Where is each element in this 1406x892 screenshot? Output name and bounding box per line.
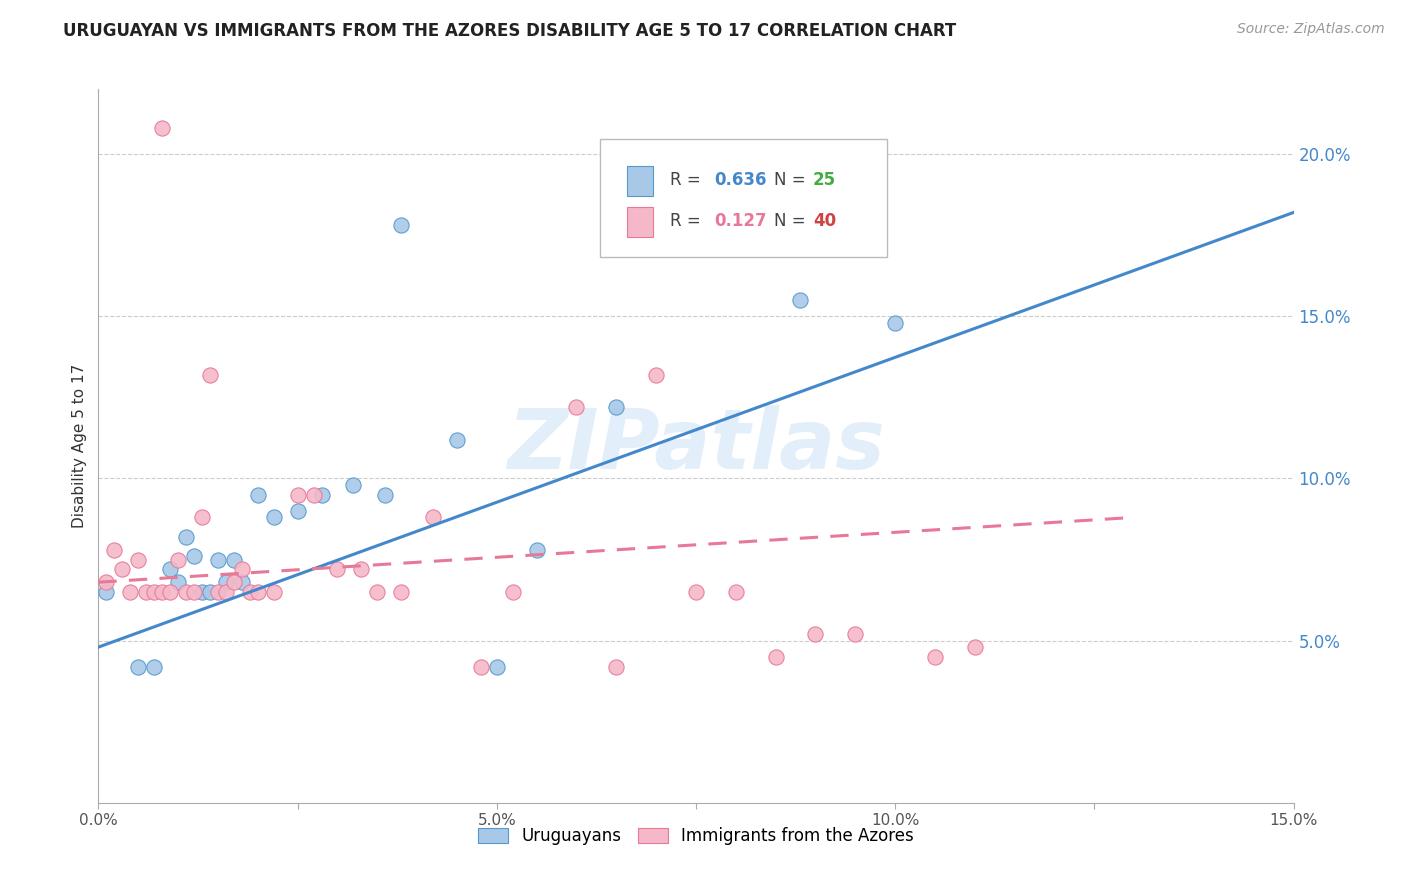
Point <box>191 510 214 524</box>
Point <box>167 552 190 566</box>
Point <box>605 659 627 673</box>
Text: URUGUAYAN VS IMMIGRANTS FROM THE AZORES DISABILITY AGE 5 TO 17 CORRELATION CHART: URUGUAYAN VS IMMIGRANTS FROM THE AZORES … <box>63 22 956 40</box>
Point <box>239 585 262 599</box>
Point <box>446 433 468 447</box>
Point <box>844 627 866 641</box>
Point <box>374 488 396 502</box>
Point <box>565 400 588 414</box>
Point <box>302 488 325 502</box>
Point <box>183 585 205 599</box>
Point <box>198 585 221 599</box>
Point <box>311 488 333 502</box>
Text: Source: ZipAtlas.com: Source: ZipAtlas.com <box>1237 22 1385 37</box>
Point <box>231 575 253 590</box>
Point <box>326 562 349 576</box>
Point <box>804 627 827 641</box>
Point <box>342 478 364 492</box>
Point <box>231 562 253 576</box>
Point <box>422 510 444 524</box>
Point <box>366 585 388 599</box>
FancyBboxPatch shape <box>600 139 887 257</box>
Point <box>127 552 149 566</box>
Point <box>246 585 269 599</box>
Point <box>167 575 190 590</box>
Text: 25: 25 <box>813 171 837 189</box>
Point <box>159 585 181 599</box>
Point <box>485 659 508 673</box>
Point <box>222 552 245 566</box>
Y-axis label: Disability Age 5 to 17: Disability Age 5 to 17 <box>72 364 87 528</box>
Text: ZIPatlas: ZIPatlas <box>508 406 884 486</box>
Point <box>183 549 205 564</box>
FancyBboxPatch shape <box>627 166 652 196</box>
Point <box>135 585 157 599</box>
Point <box>159 562 181 576</box>
Point <box>470 659 492 673</box>
Point <box>174 585 197 599</box>
Text: R =: R = <box>669 212 706 230</box>
Point <box>263 585 285 599</box>
Point <box>389 219 412 233</box>
Point <box>246 488 269 502</box>
Point <box>215 585 238 599</box>
Point <box>120 585 142 599</box>
Point <box>789 293 811 307</box>
Point <box>143 585 166 599</box>
Point <box>502 585 524 599</box>
Text: 0.636: 0.636 <box>714 171 766 189</box>
Point <box>174 530 197 544</box>
Point <box>207 552 229 566</box>
Point <box>526 542 548 557</box>
Legend: Uruguayans, Immigrants from the Azores: Uruguayans, Immigrants from the Azores <box>471 821 921 852</box>
Point <box>389 585 412 599</box>
Text: R =: R = <box>669 171 706 189</box>
Point <box>350 562 373 576</box>
Point <box>96 575 118 590</box>
Point <box>127 659 149 673</box>
Point <box>605 400 627 414</box>
Point <box>207 585 229 599</box>
Point <box>215 575 238 590</box>
Text: N =: N = <box>773 171 810 189</box>
Point <box>191 585 214 599</box>
Text: 40: 40 <box>813 212 837 230</box>
Text: 0.127: 0.127 <box>714 212 766 230</box>
FancyBboxPatch shape <box>627 207 652 237</box>
Point <box>765 649 787 664</box>
Point <box>263 510 285 524</box>
Point <box>198 368 221 382</box>
Point <box>645 368 668 382</box>
Point <box>724 585 747 599</box>
Point <box>96 585 118 599</box>
Point <box>287 504 309 518</box>
Point <box>222 575 245 590</box>
Point <box>150 585 173 599</box>
Point <box>884 316 907 330</box>
Point <box>287 488 309 502</box>
Point <box>103 542 125 557</box>
Point <box>150 121 173 136</box>
Text: N =: N = <box>773 212 810 230</box>
Point <box>685 585 707 599</box>
Point <box>143 659 166 673</box>
Point <box>924 649 946 664</box>
Point <box>963 640 986 654</box>
Point <box>111 562 134 576</box>
